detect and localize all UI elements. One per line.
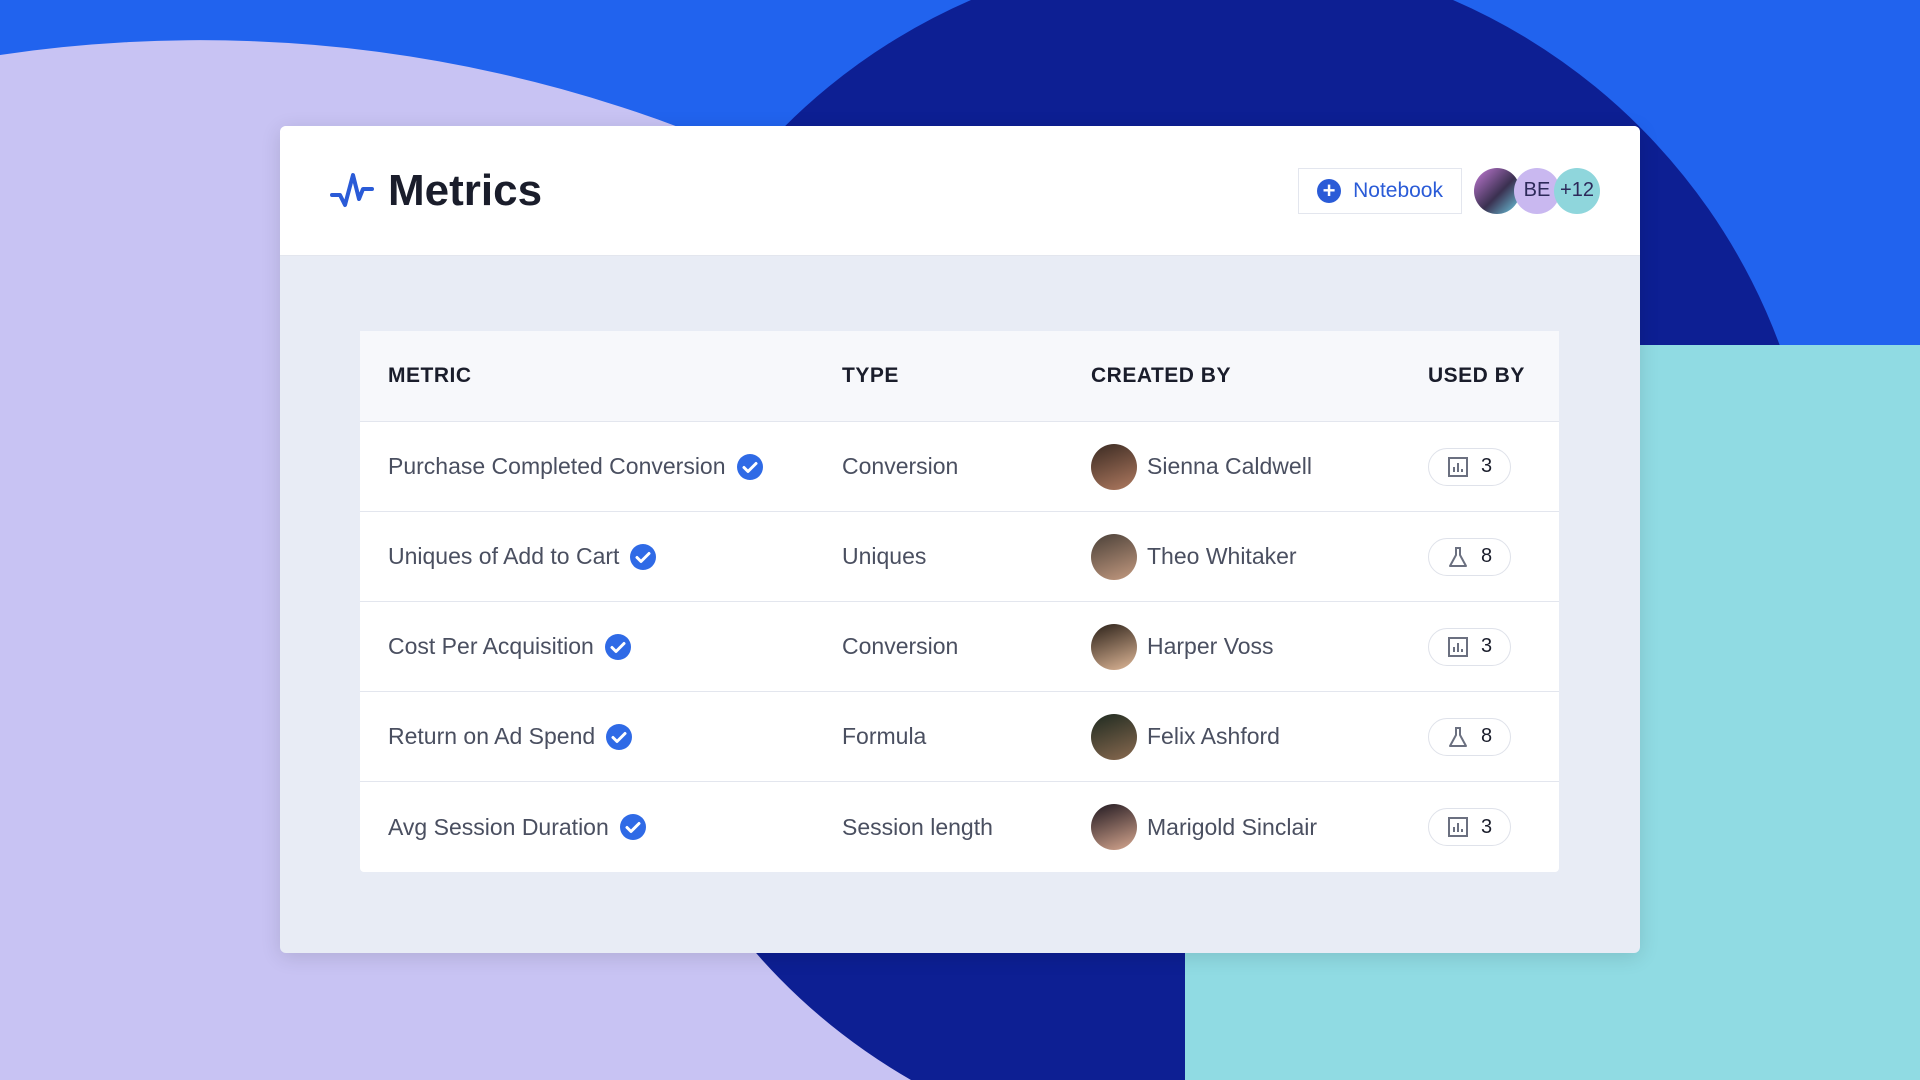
- verified-icon: [619, 814, 646, 840]
- metric-name[interactable]: Purchase Completed Conversion: [388, 453, 726, 479]
- used-by-count: 3: [1481, 455, 1493, 477]
- metric-cell: Uniques of Add to Cart: [360, 543, 842, 571]
- type-cell: Session length: [842, 813, 993, 840]
- header: Metrics + Notebook BE +12: [280, 126, 1640, 256]
- creator-name: Sienna Caldwell: [1147, 453, 1312, 479]
- used-by-cell: 3: [1428, 627, 1559, 666]
- table-header: METRIC TYPE CREATED BY USED BY: [360, 331, 1559, 422]
- metric-cell: Cost Per Acquisition: [360, 633, 842, 661]
- used-by-badge[interactable]: 3: [1428, 447, 1512, 486]
- metric-cell: Purchase Completed Conversion: [360, 453, 842, 481]
- creator-cell: Harper Voss: [1091, 623, 1428, 670]
- creator-cell: Sienna Caldwell: [1091, 443, 1428, 490]
- plus-circle-icon: +: [1317, 178, 1342, 203]
- page-title: Metrics: [388, 165, 543, 215]
- avatar-initials[interactable]: BE: [1514, 167, 1560, 214]
- type-cell: Uniques: [842, 543, 927, 569]
- creator-name: Theo Whitaker: [1147, 543, 1297, 569]
- column-header-type[interactable]: TYPE: [842, 364, 899, 387]
- creator-cell: Marigold Sinclair: [1091, 804, 1428, 850]
- used-by-count: 3: [1481, 635, 1493, 657]
- avatar-more-count[interactable]: +12: [1554, 167, 1600, 214]
- column-header-metric[interactable]: METRIC: [388, 364, 472, 387]
- flask-icon: [1449, 546, 1467, 567]
- used-by-badge[interactable]: 3: [1428, 808, 1512, 846]
- used-by-badge[interactable]: 8: [1428, 537, 1512, 576]
- flask-icon: [1449, 726, 1467, 747]
- used-by-cell: 8: [1428, 717, 1559, 756]
- table-row[interactable]: Return on Ad Spend Formula Felix Ashford…: [360, 692, 1559, 782]
- metric-name[interactable]: Avg Session Duration: [388, 813, 609, 840]
- used-by-cell: 3: [1428, 808, 1559, 846]
- creator-name: Harper Voss: [1147, 633, 1274, 659]
- metrics-card: Metrics + Notebook BE +12 METRIC TYPE CRE…: [280, 126, 1640, 953]
- table-row[interactable]: Avg Session Duration Session length Mari…: [360, 782, 1559, 872]
- used-by-cell: 8: [1428, 537, 1559, 576]
- used-by-count: 8: [1481, 545, 1493, 567]
- metric-cell: Avg Session Duration: [360, 813, 842, 841]
- used-by-badge[interactable]: 3: [1428, 627, 1512, 666]
- pulse-icon: [330, 172, 374, 207]
- column-header-used-by[interactable]: USED BY: [1428, 364, 1525, 387]
- avatar: [1091, 443, 1137, 490]
- creator-name: Felix Ashford: [1147, 723, 1280, 749]
- notebook-label: Notebook: [1353, 178, 1443, 202]
- avatar[interactable]: [1474, 167, 1520, 214]
- metrics-table: METRIC TYPE CREATED BY USED BY Purchase …: [360, 331, 1559, 872]
- bar-chart-icon: [1448, 636, 1468, 657]
- verified-icon: [606, 723, 633, 750]
- avatar: [1091, 533, 1137, 580]
- verified-icon: [736, 453, 763, 480]
- used-by-count: 8: [1481, 725, 1493, 747]
- table-row[interactable]: Cost Per Acquisition Conversion Harper V…: [360, 602, 1559, 692]
- creator-name: Marigold Sinclair: [1147, 813, 1318, 840]
- avatar: [1091, 623, 1137, 670]
- type-cell: Conversion: [842, 453, 959, 479]
- creator-cell: Theo Whitaker: [1091, 533, 1428, 580]
- table-body: Purchase Completed Conversion Conversion…: [360, 422, 1559, 872]
- bar-chart-icon: [1448, 817, 1468, 837]
- metric-name[interactable]: Uniques of Add to Cart: [388, 543, 620, 569]
- collaborator-avatars[interactable]: BE +12: [1474, 167, 1600, 214]
- column-header-created-by[interactable]: CREATED BY: [1091, 364, 1231, 387]
- used-by-badge[interactable]: 8: [1428, 717, 1512, 756]
- metric-cell: Return on Ad Spend: [360, 723, 842, 751]
- notebook-button[interactable]: + Notebook: [1298, 167, 1462, 214]
- type-cell: Conversion: [842, 633, 959, 659]
- type-cell: Formula: [842, 723, 927, 749]
- avatar: [1091, 804, 1137, 850]
- verified-icon: [630, 543, 657, 570]
- verified-icon: [604, 633, 631, 660]
- avatar: [1091, 713, 1137, 760]
- metric-name[interactable]: Cost Per Acquisition: [388, 633, 594, 659]
- used-by-cell: 3: [1428, 447, 1559, 486]
- table-row[interactable]: Purchase Completed Conversion Conversion…: [360, 422, 1559, 512]
- metric-name[interactable]: Return on Ad Spend: [388, 723, 596, 749]
- table-row[interactable]: Uniques of Add to Cart Uniques Theo Whit…: [360, 512, 1559, 602]
- creator-cell: Felix Ashford: [1091, 713, 1428, 760]
- used-by-count: 3: [1481, 815, 1493, 838]
- bar-chart-icon: [1448, 456, 1468, 477]
